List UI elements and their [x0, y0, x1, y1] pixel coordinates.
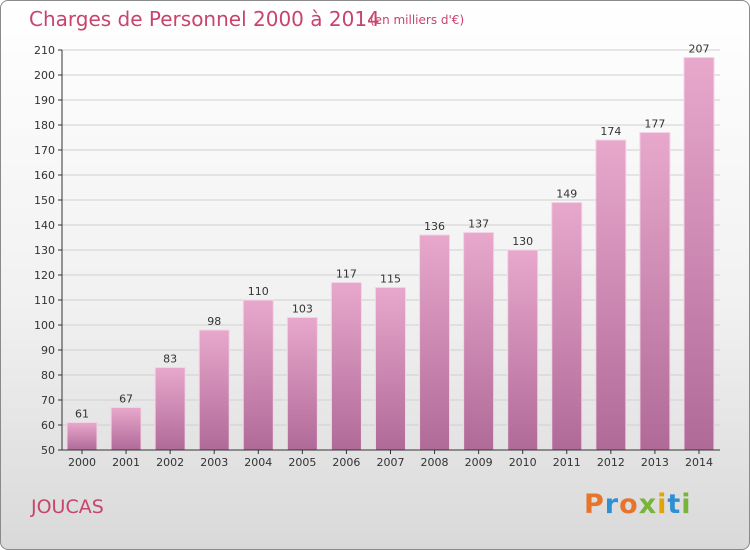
data-label: 67 [119, 393, 133, 406]
y-tick-label: 210 [34, 44, 55, 57]
bar [198, 329, 230, 451]
data-label: 110 [248, 285, 269, 298]
y-tick-label: 200 [34, 69, 55, 82]
y-tick-label: 80 [41, 369, 55, 382]
y-tick-label: 110 [34, 294, 55, 307]
bar [330, 282, 362, 451]
data-label: 149 [556, 188, 577, 201]
bar [507, 249, 539, 451]
x-tick-label: 2009 [465, 456, 493, 469]
y-tick-label: 50 [41, 444, 55, 457]
commune-name: JOUCAS [31, 496, 104, 518]
y-tick-label: 90 [41, 344, 55, 357]
x-tick-label: 2012 [597, 456, 625, 469]
logo-letter: o [619, 489, 639, 520]
x-tick-label: 2000 [68, 456, 96, 469]
x-tick-label: 2006 [332, 456, 360, 469]
y-tick-label: 100 [34, 319, 55, 332]
bar [419, 234, 451, 451]
logo-letter: i [657, 489, 668, 520]
x-tick-label: 2011 [553, 456, 581, 469]
x-tick-label: 2003 [200, 456, 228, 469]
data-label: 83 [163, 353, 177, 366]
x-tick-label: 2010 [509, 456, 537, 469]
y-tick-label: 130 [34, 244, 55, 257]
bar [639, 132, 671, 451]
bar [595, 139, 627, 451]
bar [110, 407, 142, 451]
bar [683, 57, 715, 451]
bar [463, 232, 495, 451]
bar [551, 202, 583, 451]
data-label: 136 [424, 220, 445, 233]
data-label: 137 [468, 218, 489, 231]
logo-letter: i [681, 489, 692, 520]
x-tick-label: 2013 [641, 456, 669, 469]
data-label: 103 [292, 303, 313, 316]
x-tick-label: 2014 [685, 456, 713, 469]
x-tick-label: 2004 [244, 456, 272, 469]
axes: 50 60 70 80 90 100 110 120 130 140 150 160 170 180 190… [34, 44, 720, 469]
y-tick-label: 70 [41, 394, 55, 407]
bar [154, 367, 186, 451]
y-tick-label: 120 [34, 269, 55, 282]
logo-letter: r [604, 489, 620, 520]
data-label: 130 [512, 235, 533, 248]
x-tick-label: 2005 [288, 456, 316, 469]
x-tick-label: 2002 [156, 456, 184, 469]
bars: 61 67 83 98 110 103 117 115 136 137 130 149 174 177 20… [66, 43, 715, 451]
data-label: 61 [75, 408, 89, 421]
data-label: 117 [336, 268, 357, 281]
bar [66, 422, 98, 451]
data-label: 177 [644, 118, 665, 131]
logo-letter: P [584, 489, 605, 520]
data-label: 98 [207, 315, 221, 328]
bar [242, 299, 274, 451]
y-tick-label: 150 [34, 194, 55, 207]
data-label: 115 [380, 273, 401, 286]
y-tick-label: 190 [34, 94, 55, 107]
y-tick-label: 180 [34, 119, 55, 132]
y-tick-label: 140 [34, 219, 55, 232]
data-label: 207 [688, 43, 709, 56]
logo-letter: t [667, 489, 682, 520]
x-tick-label: 2007 [376, 456, 404, 469]
x-tick-label: 2008 [421, 456, 449, 469]
bar [286, 317, 318, 451]
y-tick-label: 60 [41, 419, 55, 432]
y-tick-label: 170 [34, 144, 55, 157]
chart-subtitle: (en milliers d'€) [370, 13, 465, 27]
logo-letter: x [638, 489, 658, 520]
x-tick-label: 2001 [112, 456, 140, 469]
data-label: 174 [600, 125, 621, 138]
proxiti-logo: Proxiti [584, 489, 692, 520]
bar [374, 287, 406, 451]
y-tick-label: 160 [34, 169, 55, 182]
chart-title: Charges de Personnel 2000 à 2014 [29, 7, 380, 31]
